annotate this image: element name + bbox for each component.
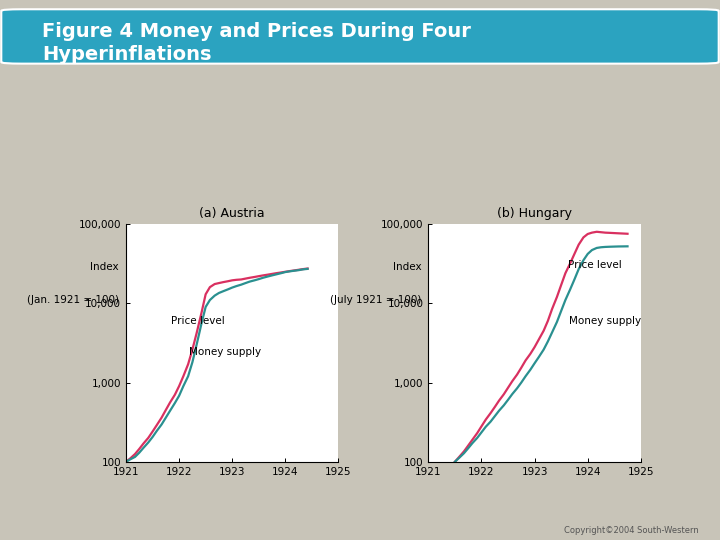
Text: Price level: Price level [171, 316, 225, 326]
FancyBboxPatch shape [1, 9, 719, 64]
Text: Index: Index [90, 262, 119, 272]
Title: (b) Hungary: (b) Hungary [497, 207, 572, 220]
Text: (Jan. 1921 = 100): (Jan. 1921 = 100) [27, 295, 119, 305]
Text: Figure 4 Money and Prices During Four
Hyperinflations: Figure 4 Money and Prices During Four Hy… [42, 22, 471, 64]
Text: Copyright©2004 South-Western: Copyright©2004 South-Western [564, 525, 698, 535]
Title: (a) Austria: (a) Austria [199, 207, 265, 220]
Text: (July 1921 = 100): (July 1921 = 100) [330, 295, 421, 305]
Text: Money supply: Money supply [569, 316, 642, 326]
Text: Index: Index [392, 262, 421, 272]
Text: Price level: Price level [567, 260, 621, 270]
Text: Money supply: Money supply [189, 347, 261, 357]
